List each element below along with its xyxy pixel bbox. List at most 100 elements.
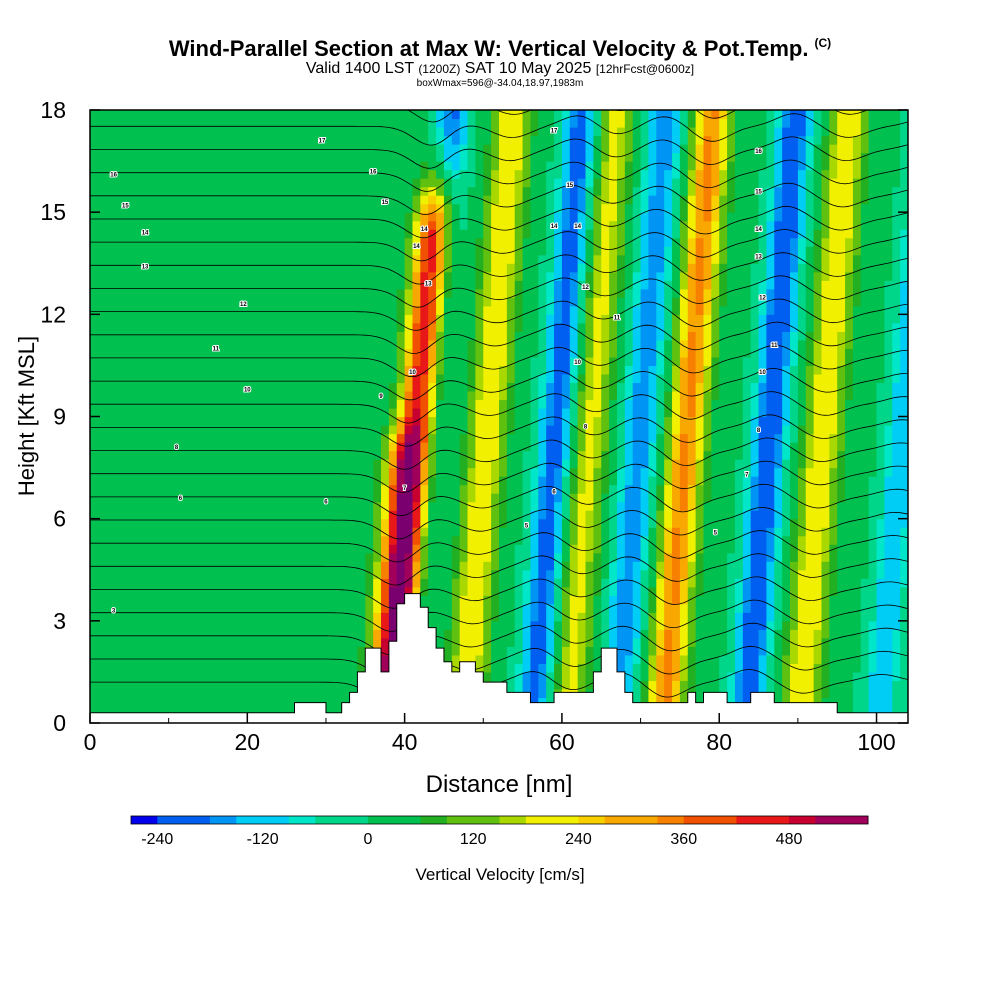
velocity-cell [593,629,602,639]
velocity-cell [333,433,343,443]
velocity-cell [601,467,610,477]
velocity-cell [483,178,492,188]
velocity-cell [357,484,366,494]
velocity-cell [105,637,115,647]
velocity-cell [278,144,288,154]
velocity-cell [129,254,138,264]
velocity-cell [255,305,264,315]
velocity-cell [451,663,461,673]
velocity-cell [184,382,193,392]
velocity-cell [215,322,225,332]
velocity-cell [483,254,492,264]
velocity-cell [436,637,445,647]
velocity-cell [609,365,618,375]
velocity-cell [325,612,335,622]
velocity-cell [333,390,343,401]
velocity-cell [546,271,555,281]
velocity-cell [207,390,217,401]
velocity-cell [365,416,374,426]
velocity-cell [624,178,634,188]
velocity-cell [381,527,390,537]
velocity-cell [624,450,634,460]
velocity-cell [443,161,453,171]
velocity-cell [373,161,382,171]
velocity-cell [569,382,579,392]
velocity-cell [231,331,241,341]
velocity-cell [388,527,398,537]
velocity-cell [349,620,359,630]
velocity-cell [207,297,217,307]
velocity-cell [255,322,264,332]
velocity-cell [160,169,170,179]
velocity-cell [207,510,217,520]
velocity-cell [152,688,162,699]
velocity-cell [113,144,123,154]
velocity-cell [255,697,264,707]
velocity-cell [255,220,264,230]
velocity-cell [514,552,524,562]
velocity-cell [294,578,303,588]
velocity-cell [530,671,539,682]
velocity-cell [90,263,99,273]
velocity-cell [412,305,421,315]
velocity-cell [270,569,280,579]
velocity-cell [215,373,225,384]
velocity-cell [396,399,406,409]
velocity-cell [302,425,311,435]
velocity-cell [152,127,162,137]
velocity-cell [451,407,461,418]
velocity-cell [168,629,178,639]
velocity-cell [325,288,335,298]
velocity-cell [428,510,437,520]
velocity-cell [184,629,193,639]
velocity-cell [373,339,382,349]
velocity-cell [514,544,524,554]
velocity-cell [302,586,311,596]
velocity-cell [302,161,311,171]
velocity-cell [129,510,138,520]
velocity-cell [522,535,532,545]
velocity-cell [97,220,107,230]
velocity-cell [388,535,398,545]
velocity-cell [239,220,248,230]
velocity-cell [278,646,288,656]
velocity-cell [483,620,492,630]
velocity-cell [561,501,571,511]
velocity-cell [601,186,610,196]
velocity-cell [538,544,547,554]
velocity-cell [239,569,248,579]
velocity-cell [624,314,634,324]
velocity-cell [616,501,626,511]
velocity-cell [113,407,123,418]
velocity-cell [207,697,217,707]
velocity-cell [255,501,264,511]
velocity-cell [365,612,374,622]
velocity-cell [616,322,626,332]
velocity-cell [538,450,547,460]
velocity-cell [184,263,193,273]
velocity-cell [436,212,445,222]
velocity-cell [396,127,406,137]
velocity-cell [373,416,382,426]
velocity-cell [349,382,359,392]
velocity-cell [294,229,303,239]
velocity-cell [404,271,414,281]
velocity-cell [373,246,382,256]
velocity-cell [467,390,477,401]
velocity-cell [121,697,130,707]
velocity-cell [546,356,555,367]
velocity-cell [286,382,296,392]
velocity-cell [499,637,508,647]
velocity-cell [90,314,99,324]
velocity-cell [341,688,351,699]
velocity-cell [475,620,484,630]
velocity-cell [278,348,288,358]
velocity-cell [231,459,241,469]
velocity-cell [428,314,437,324]
velocity-cell [160,561,170,571]
velocity-cell [522,484,532,494]
velocity-cell [554,373,563,384]
velocity-cell [263,578,272,588]
velocity-cell [325,484,335,494]
velocity-cell [129,697,138,707]
